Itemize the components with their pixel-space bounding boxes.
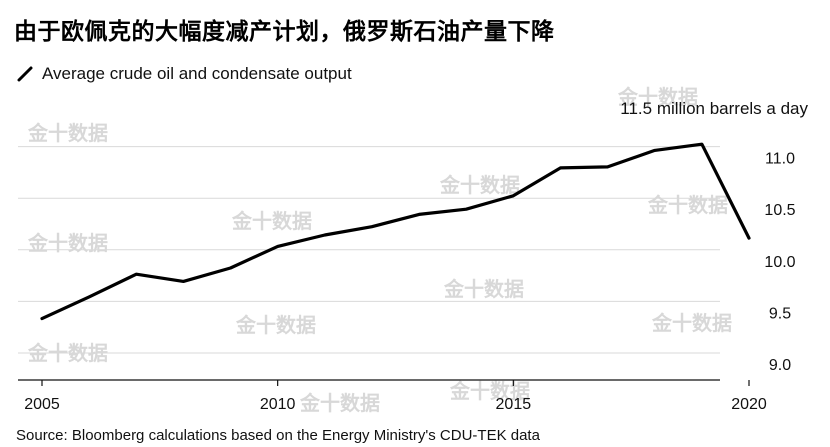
series-lines bbox=[40, 142, 751, 321]
y-axis-ticks: 9.0 9.5 10.0 10.5 11.0 bbox=[764, 151, 795, 374]
watermark-text: 金十数据 bbox=[617, 85, 698, 109]
watermark-text: 金十数据 bbox=[27, 231, 108, 255]
y-tick-label: 11.0 bbox=[765, 151, 795, 168]
source-note: Source: Bloomberg calculations based on … bbox=[16, 427, 540, 444]
x-tick-label: 2005 bbox=[24, 396, 60, 413]
watermark-text: 金十数据 bbox=[439, 173, 520, 197]
y-axis-unit-label: 11.5 million barrels a day bbox=[620, 99, 808, 118]
x-tick-label: 2020 bbox=[731, 396, 767, 413]
series-line bbox=[40, 142, 751, 321]
chart-title: 由于欧佩克的大幅度减产计划，俄罗斯石油产量下降 bbox=[14, 19, 555, 45]
watermark-text: 金十数据 bbox=[235, 313, 316, 337]
x-axis-ticks: 2005 2010 2015 2020 bbox=[24, 380, 767, 413]
y-tick-label: 9.0 bbox=[769, 357, 791, 374]
legend-label: Average crude oil and condensate output bbox=[42, 64, 352, 83]
watermark-text: 金十数据 bbox=[27, 121, 108, 145]
x-tick-label: 2010 bbox=[260, 396, 296, 413]
y-tick-label: 9.5 bbox=[769, 305, 791, 322]
watermark-text: 金十数据 bbox=[231, 209, 312, 233]
watermark-text: 金十数据 bbox=[651, 311, 732, 335]
watermark-text: 金十数据 bbox=[299, 391, 380, 415]
gridlines bbox=[18, 146, 720, 381]
legend: Average crude oil and condensate output bbox=[16, 64, 352, 84]
watermark-text: 金十数据 bbox=[647, 193, 728, 217]
watermark-text: 金十数据 bbox=[449, 379, 530, 403]
x-tick-label: 2015 bbox=[496, 396, 532, 413]
legend-swatch bbox=[17, 66, 33, 82]
y-tick-label: 10.0 bbox=[764, 254, 795, 271]
watermark-text: 金十数据 bbox=[443, 277, 524, 301]
y-tick-label: 10.5 bbox=[764, 202, 795, 219]
